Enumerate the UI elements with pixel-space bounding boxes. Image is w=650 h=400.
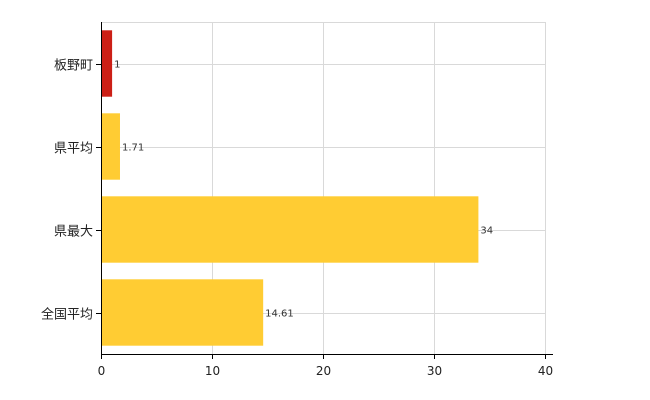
x-tick-label-1: 0 (98, 364, 106, 378)
data-label-4: 14.61 (265, 309, 294, 320)
data-label-3: 34 (480, 226, 493, 237)
x-tick-label-5: 40 (538, 364, 553, 378)
bars (101, 30, 479, 346)
y-tick-label-1: 板野町 (54, 59, 93, 74)
x-tick-label-2: 10 (205, 364, 220, 378)
y-tick-label-2: 県平均 (54, 142, 93, 157)
y-tick-label-3: 県最大 (54, 225, 93, 240)
bar-1 (101, 30, 113, 97)
x-tick-label-3: 20 (316, 364, 331, 378)
data-label-2: 1.71 (122, 143, 144, 154)
y-tick-label-4: 全国平均 (41, 307, 93, 323)
axes (96, 22, 553, 359)
bar-4 (101, 279, 264, 346)
data-label-1: 1 (114, 60, 120, 71)
bar-2 (101, 113, 120, 180)
x-tick-label-4: 30 (427, 364, 442, 378)
grid-lines (101, 22, 546, 354)
bar-3 (101, 196, 479, 263)
